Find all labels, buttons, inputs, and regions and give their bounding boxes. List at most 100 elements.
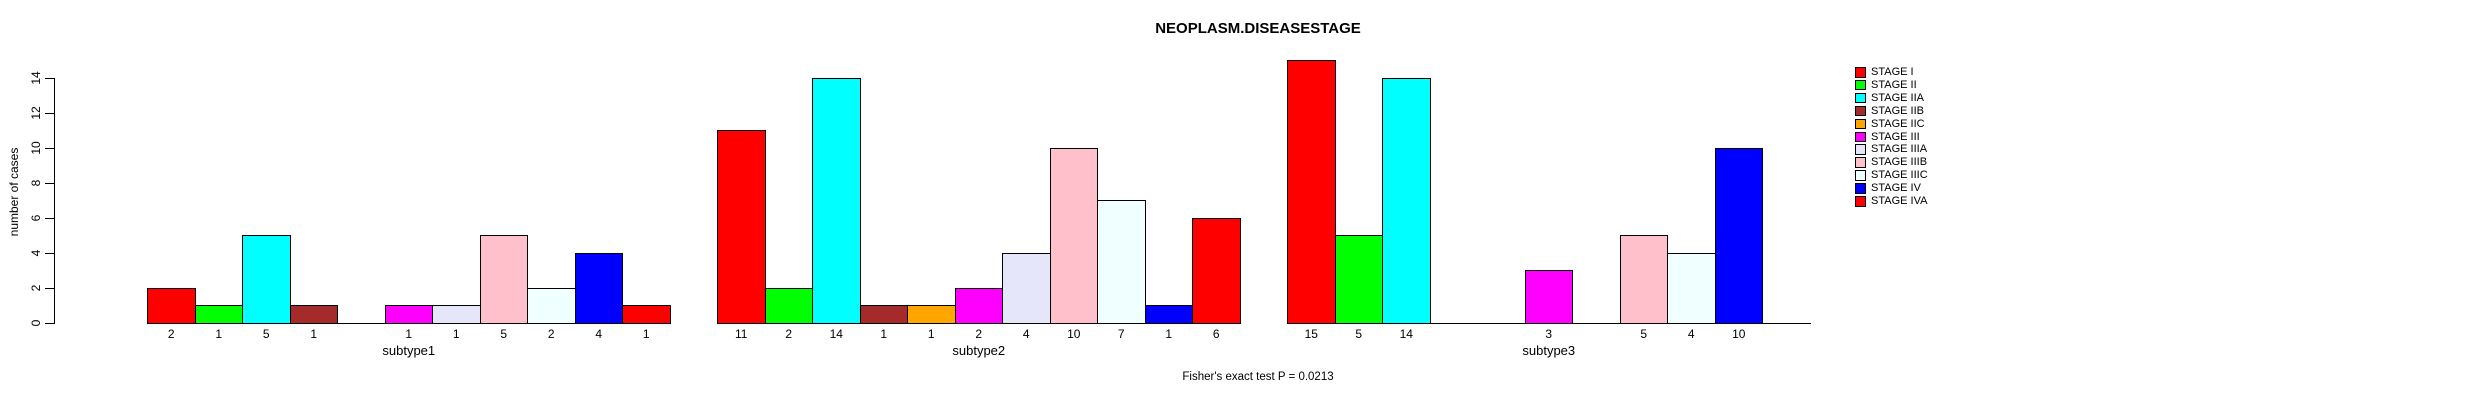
bar-value-label: 1 [880, 327, 888, 341]
bar-value-label: 15 [1304, 327, 1318, 341]
legend-swatch [1855, 183, 1866, 194]
legend-swatch [1855, 170, 1866, 181]
legend-item-stage-iv: STAGE IV [1855, 183, 1975, 195]
legend-label: STAGE IIIA [1871, 143, 1928, 156]
legend-swatch [1855, 92, 1866, 104]
legend-item-stage-iia: STAGE IIA [1855, 91, 1975, 105]
y-axis-line [53, 77, 55, 324]
bar-value-label: 5 [1355, 327, 1363, 341]
bar-subtype3-stage-iii [1524, 270, 1573, 324]
y-axis-tick [45, 217, 54, 219]
legend-label: STAGE IIIB [1871, 156, 1928, 169]
bar-subtype2-stage-iv [1144, 305, 1193, 324]
legend-item-stage-iiia: STAGE IIIA [1855, 144, 1975, 156]
bar-subtype1-stage-iiic [527, 287, 576, 324]
bar-value-label: 14 [829, 327, 843, 341]
bar-value-label: 6 [1212, 327, 1220, 341]
bar-zero-subtype3-stage-iiia [1572, 322, 1621, 324]
bar-subtype2-stage-iiia [1002, 252, 1051, 324]
legend-label: STAGE IIC [1871, 117, 1925, 130]
y-axis-tick-label: 14 [29, 71, 43, 85]
bar-subtype3-stage-iiib [1619, 235, 1668, 324]
bar-subtype2-stage-iva [1192, 217, 1241, 324]
y-axis-label: number of cases [7, 147, 21, 237]
bar-subtype2-stage-iii [954, 287, 1003, 324]
chart-title: NEOPLASM.DISEASESTAGE [1155, 20, 1361, 37]
bar-value-label: 7 [1117, 327, 1125, 341]
legend-swatch [1855, 105, 1866, 117]
bar-zero-subtype1-stage-iic [337, 322, 386, 324]
bar-subtype3-stage-iv [1714, 147, 1763, 324]
bar-subtype2-stage-iiib [1049, 147, 1098, 324]
legend-swatch [1855, 118, 1866, 130]
bar-subtype2-stage-iia [812, 77, 861, 324]
bar-value-label: 1 [452, 327, 460, 341]
bar-value-label: 2 [547, 327, 555, 341]
bar-subtype3-stage-iia [1382, 77, 1431, 324]
bar-subtype1-stage-iiib [479, 235, 528, 324]
bar-value-label: 1 [1165, 327, 1173, 341]
bar-value-label: 3 [1545, 327, 1553, 341]
bar-subtype3-stage-iiic [1667, 252, 1716, 324]
legend-item-stage-ii: STAGE II [1855, 79, 1975, 92]
legend-label: STAGE IIB [1871, 104, 1924, 117]
bar-value-label: 2 [975, 327, 983, 341]
legend-item-stage-iva: STAGE IVA [1855, 195, 1975, 208]
y-axis-tick [45, 252, 54, 254]
bar-zero-subtype3-stage-iva [1762, 322, 1811, 324]
bar-subtype3-stage-ii [1334, 235, 1383, 324]
bar-value-label: 1 [927, 327, 935, 341]
bar-value-label: 4 [1022, 327, 1030, 341]
bar-subtype1-stage-iia [242, 235, 291, 324]
bar-subtype1-stage-iii [384, 305, 433, 324]
y-axis-tick-label: 12 [29, 106, 43, 120]
bar-value-label: 5 [262, 327, 270, 341]
y-axis-tick [45, 147, 54, 149]
y-axis-tick [45, 112, 54, 114]
y-axis-tick [45, 182, 54, 184]
y-axis-tick-label: 4 [29, 249, 43, 257]
bar-value-label: 1 [405, 327, 413, 341]
bar-value-label: 1 [310, 327, 318, 341]
y-axis-tick-label: 10 [29, 141, 43, 155]
bar-zero-subtype3-stage-iic [1477, 322, 1526, 324]
legend-item-stage-iic: STAGE IIC [1855, 117, 1975, 131]
legend-item-stage-iib: STAGE IIB [1855, 104, 1975, 118]
legend-label: STAGE I [1871, 66, 1914, 78]
bar-value-label: 1 [642, 327, 650, 341]
legend-item-stage-iiic: STAGE IIIC [1855, 170, 1975, 182]
bar-subtype2-stage-iiic [1097, 200, 1146, 324]
bar-value-label: 11 [735, 327, 748, 341]
legend-swatch [1855, 196, 1866, 207]
y-axis-tick [45, 287, 54, 289]
legend-label: STAGE IIA [1871, 91, 1924, 104]
y-axis-tick-label: 0 [29, 319, 43, 327]
bar-value-label: 14 [1399, 327, 1413, 341]
bar-subtype1-stage-iiia [432, 305, 481, 324]
y-axis-tick [45, 77, 54, 79]
bar-value-label: 1 [215, 327, 223, 341]
x-group-label-subtype1: subtype1 [382, 343, 436, 358]
legend-item-stage-i: STAGE I [1855, 66, 1975, 79]
bar-subtype1-stage-iib [289, 305, 338, 324]
bar-value-label: 5 [500, 327, 508, 341]
legend-item-stage-iii: STAGE III [1855, 131, 1975, 144]
y-axis-tick [45, 322, 54, 324]
y-axis-tick-label: 2 [29, 284, 43, 292]
legend-swatch [1855, 144, 1866, 155]
x-group-label-subtype3: subtype3 [1522, 343, 1576, 358]
fisher-test-note: Fisher's exact test P = 0.0213 [1182, 371, 1334, 383]
bar-subtype1-stage-i [147, 287, 196, 324]
legend-label: STAGE IVA [1871, 195, 1928, 207]
bar-value-label: 10 [1732, 327, 1746, 341]
bar-subtype2-stage-iic [907, 305, 956, 324]
bar-value-label: 4 [1687, 327, 1695, 341]
bar-value-label: 4 [595, 327, 603, 341]
x-group-label-subtype2: subtype2 [952, 343, 1006, 358]
bar-subtype2-stage-i [717, 130, 766, 324]
legend-swatch [1855, 131, 1866, 142]
legend-item-stage-iiib: STAGE IIIB [1855, 157, 1975, 169]
bar-subtype1-stage-iv [574, 252, 623, 324]
bar-value-label: 10 [1067, 327, 1081, 341]
